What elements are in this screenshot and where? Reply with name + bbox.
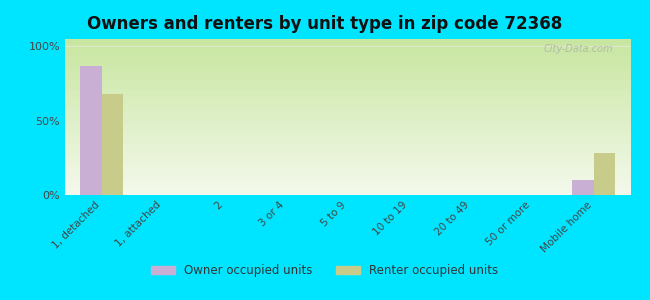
Bar xyxy=(81,66,102,195)
Text: Owners and renters by unit type in zip code 72368: Owners and renters by unit type in zip c… xyxy=(87,15,563,33)
Legend: Owner occupied units, Renter occupied units: Owner occupied units, Renter occupied un… xyxy=(147,260,503,282)
Bar xyxy=(102,94,124,195)
Bar xyxy=(593,153,615,195)
Text: City-Data.com: City-Data.com xyxy=(544,44,614,54)
Bar xyxy=(572,180,593,195)
